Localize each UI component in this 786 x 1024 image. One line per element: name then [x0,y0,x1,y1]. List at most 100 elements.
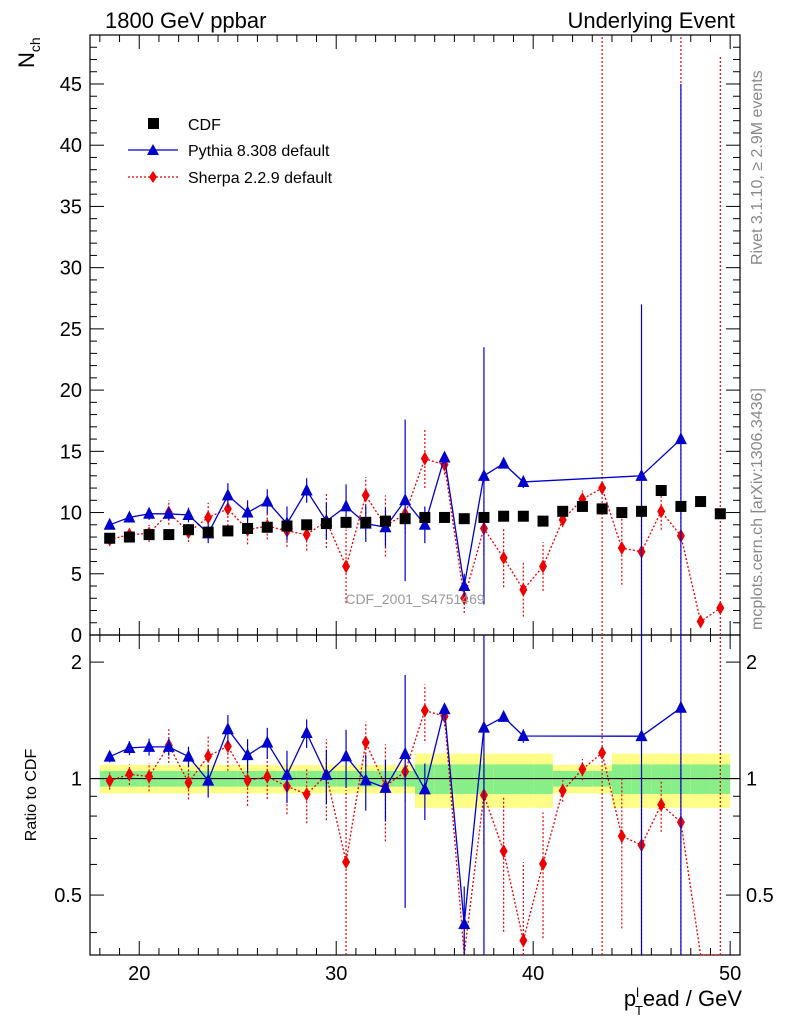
sherpa-point [420,451,429,466]
cdf-point [143,529,155,541]
header-left-title: 1800 GeV ppbar [105,8,266,33]
x-label-sup: l [636,985,639,1000]
cdf-point [340,516,352,528]
rivet-side-label: Rivet 3.1.10, ≥ 2.9M events [749,70,766,265]
y-tick-label: 35 [60,196,82,218]
sherpa-ratio-point [598,745,607,760]
cdf-point [104,532,116,544]
sherpa-point [539,559,548,574]
pythia-ratio-point [635,729,648,742]
pythia-ratio-point [261,735,274,748]
cdf-point [636,505,648,517]
pythia-point [123,510,136,523]
sherpa-ratio-point [499,844,508,859]
pythia-point [221,488,234,501]
sherpa-ratio-point [263,769,272,784]
sherpa-ratio-point [184,775,193,790]
pythia-ratio-point [162,739,175,752]
x-label-rest: ead / GeV [643,986,742,1011]
sherpa-point [499,550,508,565]
pythia-ratio-point [241,748,254,761]
x-tick-label: 30 [325,963,347,985]
cdf-point [616,507,628,519]
legend-sherpa-label: Sherpa 2.2.9 default [188,170,333,187]
ratio-tick-label-left: 1 [71,769,82,791]
ratio-y-label: Ratio to CDF [23,749,40,842]
sherpa-ratio-point [145,769,154,784]
band-green [690,764,711,795]
pythia-ratio-point [477,720,490,733]
pythia-point [261,494,274,507]
pythia-ratio-point [202,773,215,786]
x-label-sub: T [635,1003,643,1018]
legend: CDF Pythia 8.308 default Sherpa 2.2.9 de… [128,117,333,187]
pythia-point [497,456,510,469]
sherpa-ratio-point [243,773,252,788]
y-tick-label: 40 [60,135,82,157]
sherpa-point [657,504,666,519]
ratio-tick-label-right: 0.5 [746,885,774,907]
sherpa-ratio-point [539,856,548,871]
y-tick-label: 20 [60,380,82,402]
sherpa-point [223,501,232,516]
band-green [710,764,731,795]
pythia-ratio-point [340,749,353,762]
y-tick-label: 0 [71,625,82,647]
ratio-tick-label-right: 1 [746,769,757,791]
legend-cdf-marker [148,118,159,129]
y-tick-label: 25 [60,319,82,341]
pythia-point [241,505,254,518]
ratio-tick-label-right: 2 [746,652,757,674]
legend-pythia-label: Pythia 8.308 default [188,143,330,160]
sherpa-ratio-point [342,855,351,870]
pythia-ratio-point [280,767,293,780]
analysis-watermark: CDF_2001_S4751469 [345,591,485,607]
sherpa-ratio-point [223,739,232,754]
sherpa-point [696,614,705,629]
pythia-ratio-point [399,746,412,759]
sherpa-ratio-point [361,735,370,750]
pythia-ratio-point [438,702,451,715]
band-green [513,764,534,795]
band-green [493,764,514,795]
sherpa-line [109,457,721,623]
cdf-point [596,503,608,515]
pythia-ratio-point [379,780,392,793]
pythia-ratio-point [221,722,234,735]
cdf-point [517,510,529,522]
pythia-point [517,474,530,487]
cdf-point [202,526,214,538]
cdf-point [675,500,687,512]
y-label-main: N [14,52,39,68]
pythia-point [418,517,431,530]
sherpa-point [342,559,351,574]
pythia-line [109,438,682,587]
cdf-point [301,519,313,531]
cdf-point [182,524,194,536]
band-green [454,764,475,795]
cdf-point [439,511,451,523]
ratio-tick-label-left: 0.5 [54,885,82,907]
pythia-ratio-point [300,726,313,739]
cdf-point [498,510,510,522]
cdf-point [242,522,254,534]
pythia-ratio-point [674,700,687,713]
x-label-main: p [624,986,636,1011]
sherpa-ratio-point [302,787,311,802]
mcplots-side-label: mcplots.cern.ch [arXiv:1306.3436] [749,388,766,630]
sherpa-ratio-point [657,797,666,812]
cdf-point [399,513,411,525]
cdf-point [714,508,726,520]
y-axis-label: Nch [14,37,43,68]
sherpa-point [519,582,528,597]
y-tick-label: 45 [60,74,82,96]
pythia-ratio-point [143,739,156,752]
cdf-point [655,485,667,497]
pythia-point [340,499,353,512]
cdf-point [419,511,431,523]
y-tick-label: 15 [60,441,82,463]
axis-ticks: 20 30 40 50 0 5 10 15 20 25 30 35 40 45 0.5 0.5 1 1 2 2 [54,34,774,985]
cdf-point [360,516,372,528]
cdf-point [222,525,234,537]
